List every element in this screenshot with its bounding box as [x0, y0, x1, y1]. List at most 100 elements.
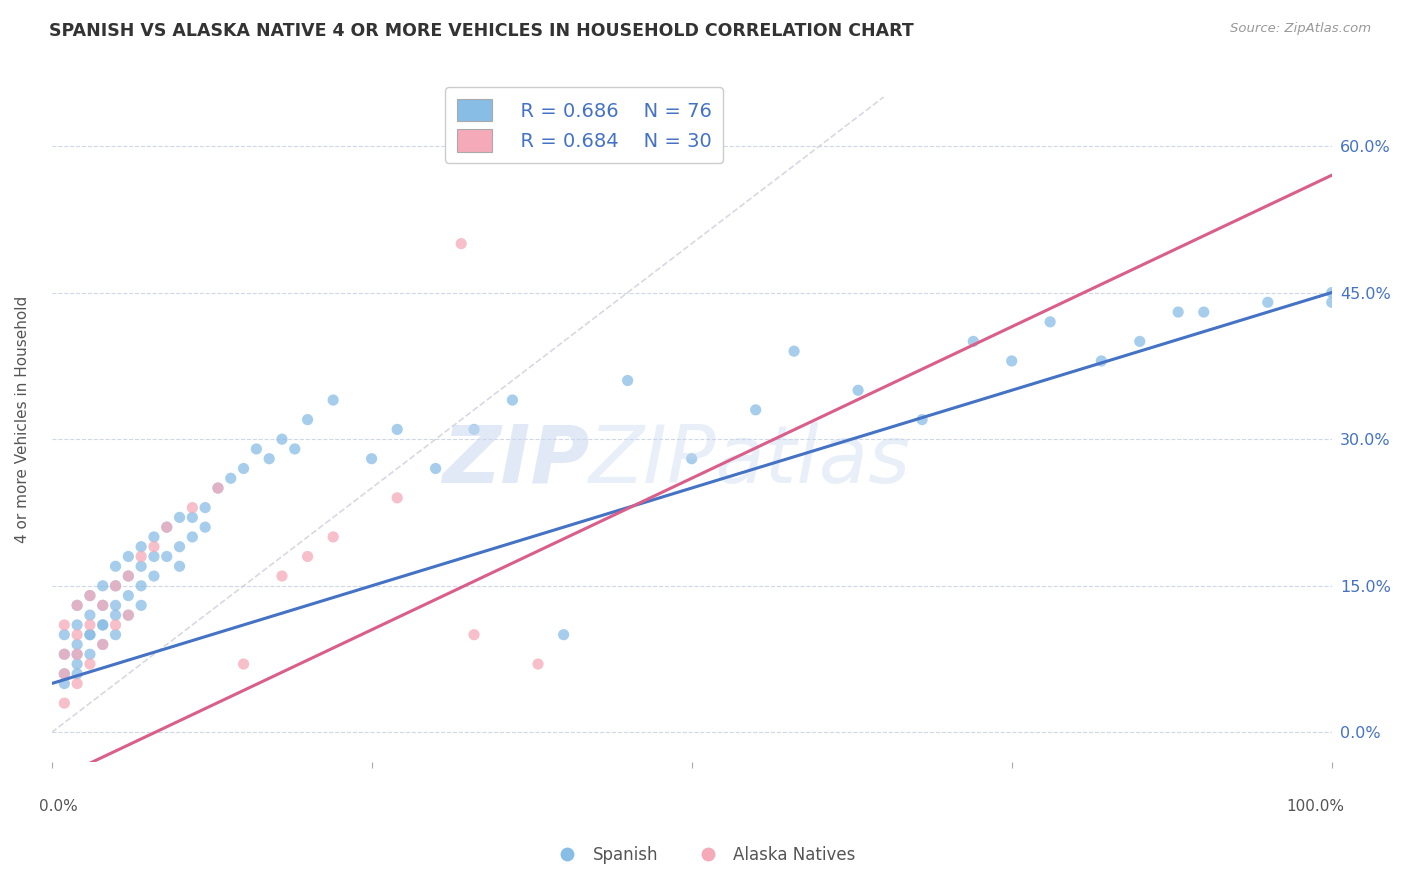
Point — [169, 540, 191, 554]
Point — [1257, 295, 1279, 310]
Point — [129, 540, 152, 554]
Point — [104, 579, 127, 593]
Point — [156, 520, 179, 534]
Point — [53, 666, 76, 681]
Point — [79, 589, 101, 603]
Point — [79, 589, 101, 603]
Point — [66, 599, 89, 613]
Point — [553, 628, 575, 642]
Point — [91, 579, 114, 593]
Point — [91, 637, 114, 651]
Point — [79, 608, 101, 623]
Point — [194, 500, 217, 515]
Point — [104, 608, 127, 623]
Point — [169, 510, 191, 524]
Point — [911, 412, 934, 426]
Point — [117, 569, 139, 583]
Point — [1192, 305, 1215, 319]
Point — [207, 481, 229, 495]
Point — [194, 520, 217, 534]
Point — [1129, 334, 1152, 349]
Point — [79, 628, 101, 642]
Point — [104, 559, 127, 574]
Point — [117, 608, 139, 623]
Point — [463, 628, 485, 642]
Point — [271, 432, 294, 446]
Point — [66, 647, 89, 661]
Point — [66, 637, 89, 651]
Point — [744, 402, 766, 417]
Point — [181, 530, 204, 544]
Text: 100.0%: 100.0% — [1286, 799, 1344, 814]
Point — [271, 569, 294, 583]
Point — [129, 559, 152, 574]
Y-axis label: 4 or more Vehicles in Household: 4 or more Vehicles in Household — [15, 296, 30, 543]
Point — [53, 618, 76, 632]
Point — [232, 657, 254, 671]
Point — [846, 384, 869, 398]
Point — [156, 520, 179, 534]
Point — [297, 412, 319, 426]
Point — [219, 471, 242, 485]
Point — [117, 569, 139, 583]
Point — [142, 540, 165, 554]
Point — [79, 628, 101, 642]
Point — [1167, 305, 1189, 319]
Legend:   R = 0.686    N = 76,   R = 0.684    N = 30: R = 0.686 N = 76, R = 0.684 N = 30 — [446, 87, 723, 163]
Text: ZIP: ZIP — [441, 422, 589, 500]
Text: SPANISH VS ALASKA NATIVE 4 OR MORE VEHICLES IN HOUSEHOLD CORRELATION CHART: SPANISH VS ALASKA NATIVE 4 OR MORE VEHIC… — [49, 22, 914, 40]
Text: Source: ZipAtlas.com: Source: ZipAtlas.com — [1230, 22, 1371, 36]
Point — [387, 491, 409, 505]
Point — [66, 599, 89, 613]
Point — [53, 696, 76, 710]
Point — [257, 451, 280, 466]
Point — [501, 392, 523, 407]
Point — [66, 647, 89, 661]
Point — [1039, 315, 1062, 329]
Point — [169, 559, 191, 574]
Point — [1320, 285, 1343, 300]
Point — [181, 500, 204, 515]
Point — [245, 442, 267, 456]
Point — [104, 599, 127, 613]
Point — [129, 549, 152, 564]
Legend: Spanish, Alaska Natives: Spanish, Alaska Natives — [544, 839, 862, 871]
Point — [53, 647, 76, 661]
Point — [104, 628, 127, 642]
Point — [142, 569, 165, 583]
Point — [322, 530, 344, 544]
Point — [79, 618, 101, 632]
Point — [181, 510, 204, 524]
Point — [284, 442, 307, 456]
Point — [117, 608, 139, 623]
Point — [360, 451, 382, 466]
Point — [463, 422, 485, 436]
Point — [66, 628, 89, 642]
Point — [129, 599, 152, 613]
Point — [91, 618, 114, 632]
Point — [232, 461, 254, 475]
Point — [117, 549, 139, 564]
Text: ZIPatlas: ZIPatlas — [589, 422, 911, 500]
Point — [450, 236, 472, 251]
Point — [53, 628, 76, 642]
Point — [1001, 354, 1024, 368]
Point — [1090, 354, 1112, 368]
Point — [66, 618, 89, 632]
Point — [387, 422, 409, 436]
Point — [783, 344, 806, 359]
Point — [79, 647, 101, 661]
Point — [91, 618, 114, 632]
Point — [53, 666, 76, 681]
Point — [53, 676, 76, 690]
Point — [104, 579, 127, 593]
Point — [962, 334, 984, 349]
Point — [527, 657, 550, 671]
Point — [322, 392, 344, 407]
Point — [207, 481, 229, 495]
Point — [142, 549, 165, 564]
Point — [66, 676, 89, 690]
Point — [91, 599, 114, 613]
Point — [91, 599, 114, 613]
Point — [53, 647, 76, 661]
